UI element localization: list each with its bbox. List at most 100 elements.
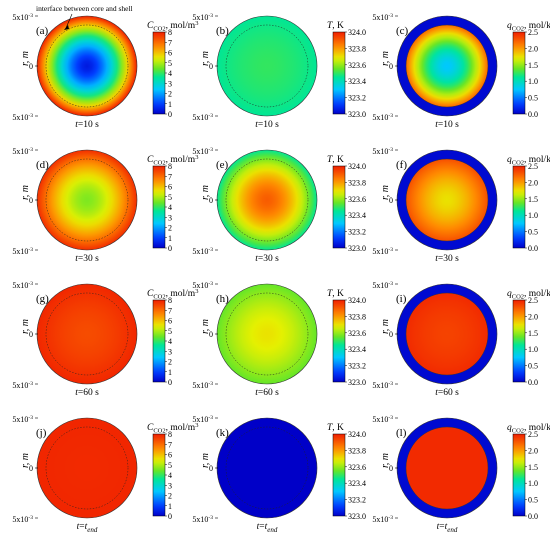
particle-disk bbox=[216, 149, 318, 251]
colorbar bbox=[332, 165, 346, 249]
colorbar-symbol: q bbox=[507, 289, 512, 299]
tick-exponent: -3 bbox=[388, 281, 393, 287]
colorbar-tick-label: 0.0 bbox=[528, 512, 538, 521]
tick-exponent: -3 bbox=[208, 415, 213, 421]
colorbar-subscript: CO2 bbox=[153, 26, 165, 33]
time-label: t=30 s bbox=[75, 254, 99, 264]
colorbar-unit: , mol/m bbox=[166, 21, 196, 31]
colorbar-tick-label: 0.5 bbox=[528, 228, 538, 237]
panel-label: (l) bbox=[396, 427, 407, 439]
time-symbol: t bbox=[437, 522, 440, 532]
annotation-text: interface between core and shell bbox=[36, 4, 133, 13]
tick-label: 5x10-3 bbox=[372, 247, 393, 256]
colorbar-subscript: CO2 bbox=[512, 428, 524, 435]
colorbar-tick-label: 2.0 bbox=[528, 312, 538, 321]
tick-exponent: -3 bbox=[388, 415, 393, 421]
tick-label: 5x10-3 bbox=[372, 415, 393, 424]
tick-label: 0 bbox=[29, 62, 33, 71]
colorbar-tick-label: 4 bbox=[168, 337, 172, 346]
tick-label: 5x10-3 bbox=[12, 515, 33, 524]
colorbar-tick-label: 1.0 bbox=[528, 211, 538, 220]
colorbar-tick-label: 0.5 bbox=[528, 362, 538, 371]
colorbar-tick-label: 0.0 bbox=[528, 110, 538, 119]
colorbar-tick-label: 7 bbox=[168, 440, 172, 449]
colorbar bbox=[332, 31, 346, 115]
time-symbol: t bbox=[445, 522, 448, 532]
colorbar-tick-label: 8 bbox=[168, 28, 172, 37]
colorbar-tick-label: 1.5 bbox=[528, 195, 538, 204]
time-label: t=60 s bbox=[255, 388, 279, 398]
colorbar-tick-label: 4 bbox=[168, 471, 172, 480]
colorbar-title: qCO2, mol/kg bbox=[507, 155, 550, 167]
colorbar-tick-label: 2 bbox=[168, 358, 172, 367]
time-label: t=60 s bbox=[435, 388, 459, 398]
tick-label: 5x10-3 bbox=[192, 281, 213, 290]
colorbar-tick-label: 0 bbox=[168, 378, 172, 387]
colorbar-tick-label: 6 bbox=[168, 317, 172, 326]
colorbar-tick-label: 0 bbox=[168, 512, 172, 521]
colorbar-tick-label: 1.5 bbox=[528, 61, 538, 70]
panel-label: (g) bbox=[36, 293, 49, 305]
colorbar-unit: , mol/kg bbox=[524, 21, 550, 31]
panel-label: (i) bbox=[396, 293, 407, 305]
colorbar-subscript: CO2 bbox=[153, 160, 165, 167]
colorbar-tick-label: 323.6 bbox=[348, 61, 366, 70]
colorbar-tick-label: 3 bbox=[168, 481, 172, 490]
time-value: =30 s bbox=[258, 254, 279, 264]
colorbar-tick-label: 323.4 bbox=[348, 77, 366, 86]
tick-label: 5x10-3 bbox=[192, 13, 213, 22]
colorbar-tick-label: 2 bbox=[168, 492, 172, 501]
colorbar-tick-label: 323.0 bbox=[348, 110, 366, 119]
panel-label: (h) bbox=[216, 293, 229, 305]
colorbar-tick-label: 5 bbox=[168, 59, 172, 68]
tick-label: 5x10-3 bbox=[192, 515, 213, 524]
colorbar-tick-label: 323.2 bbox=[348, 94, 366, 103]
colorbar-tick-label: 323.0 bbox=[348, 378, 366, 387]
colorbar-tick-label: 1 bbox=[168, 234, 172, 243]
time-value: =30 s bbox=[78, 254, 99, 264]
time-symbol: t bbox=[435, 254, 438, 264]
colorbar-tick-label: 2.5 bbox=[528, 296, 538, 305]
tick-exponent: -3 bbox=[28, 381, 33, 387]
tick-label: 5x10-3 bbox=[12, 415, 33, 424]
tick-label: 0 bbox=[29, 196, 33, 205]
tick-label: 5x10-3 bbox=[372, 515, 393, 524]
core-shell-interface bbox=[225, 158, 309, 242]
time-value: =60 s bbox=[258, 388, 279, 398]
tick-label: 5x10-3 bbox=[192, 415, 213, 424]
tick-label: 5x10-3 bbox=[192, 247, 213, 256]
tick-exponent: -3 bbox=[28, 415, 33, 421]
colorbar-tick-label: 2.5 bbox=[528, 430, 538, 439]
colorbar bbox=[152, 433, 166, 517]
tick-exponent: -3 bbox=[208, 281, 213, 287]
panel-label: (k) bbox=[216, 427, 229, 439]
colorbar-symbol: T bbox=[327, 423, 333, 433]
colorbar-tick-label: 8 bbox=[168, 296, 172, 305]
colorbar-tick-label: 324.0 bbox=[348, 28, 366, 37]
colorbar-symbol: T bbox=[327, 289, 333, 299]
core-disk bbox=[405, 24, 489, 108]
panel-label: (b) bbox=[216, 25, 229, 37]
time-value: =10 s bbox=[78, 120, 99, 130]
colorbar-subscript: CO2 bbox=[153, 294, 165, 301]
axis-label: r, m bbox=[380, 319, 391, 334]
tick-exponent: -3 bbox=[28, 13, 33, 19]
colorbar-symbol: q bbox=[507, 155, 512, 165]
particle-disk bbox=[36, 417, 138, 519]
colorbar-exponent: 3 bbox=[195, 20, 198, 27]
time-symbol: t bbox=[265, 522, 268, 532]
tick-exponent: -3 bbox=[28, 515, 33, 521]
colorbar-tick-label: 2.5 bbox=[528, 28, 538, 37]
colorbar-symbol: T bbox=[327, 155, 333, 165]
tick-exponent: -3 bbox=[388, 515, 393, 521]
colorbar-tick-label: 6 bbox=[168, 451, 172, 460]
time-eq: = bbox=[439, 522, 444, 532]
tick-label: 0 bbox=[29, 330, 33, 339]
colorbar-tick-label: 3 bbox=[168, 79, 172, 88]
time-symbol: t bbox=[255, 254, 258, 264]
tick-label: 0 bbox=[209, 464, 213, 473]
